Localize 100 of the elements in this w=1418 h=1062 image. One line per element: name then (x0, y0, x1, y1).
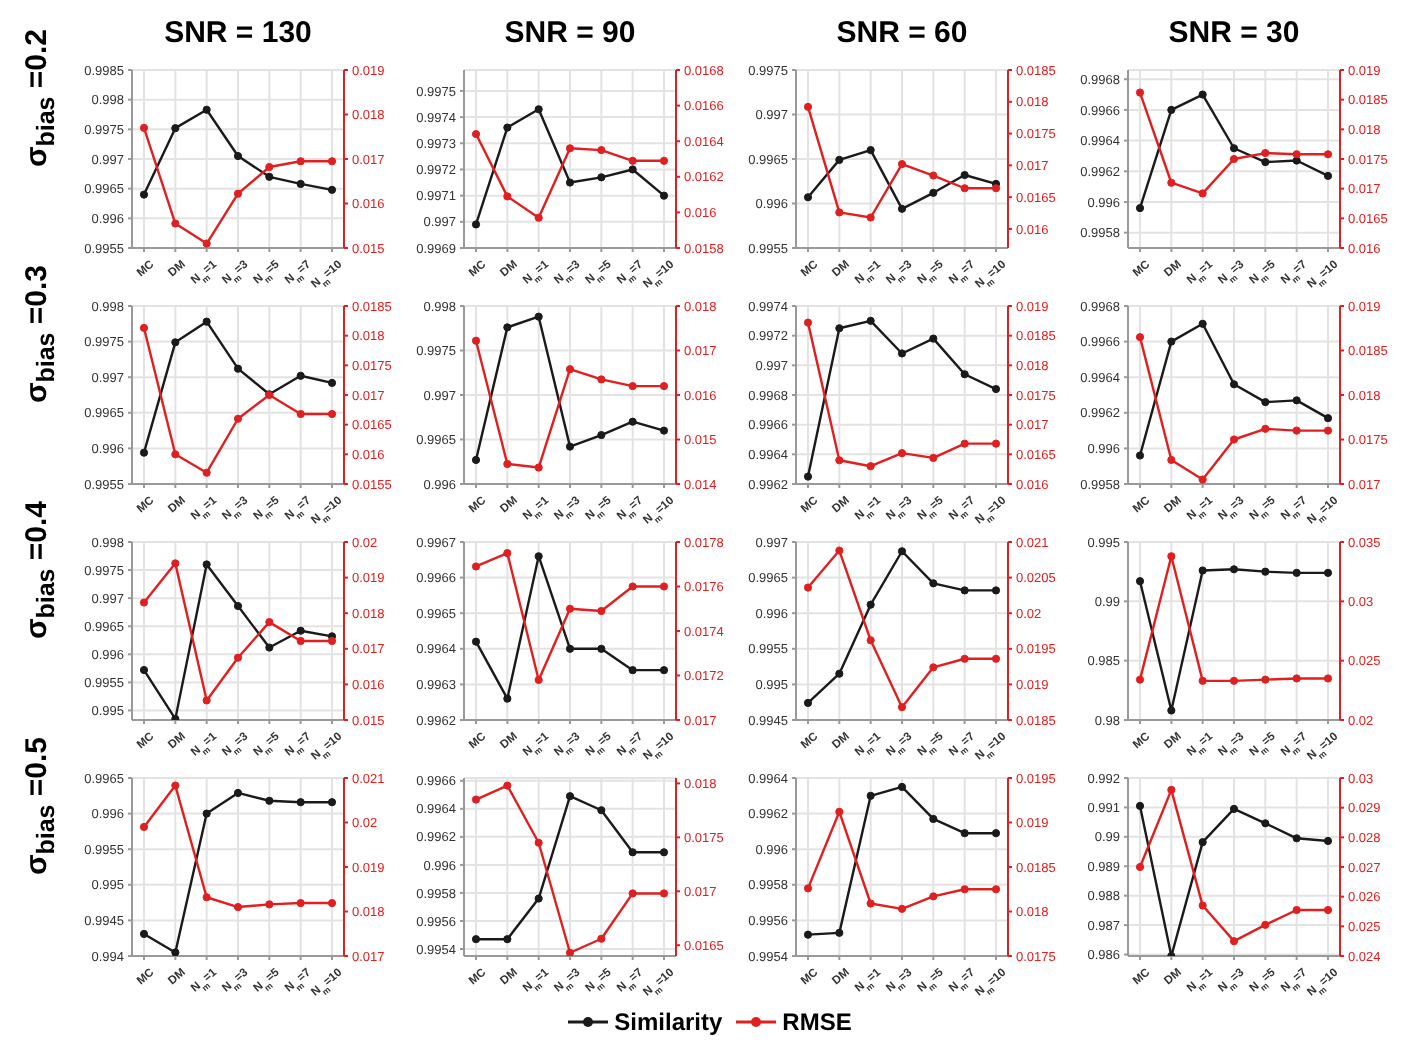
point (929, 579, 938, 588)
point (929, 171, 938, 180)
point (565, 604, 575, 613)
point (265, 643, 274, 652)
point (1229, 154, 1239, 164)
point (835, 208, 844, 217)
point (139, 190, 149, 199)
point (139, 123, 149, 132)
point (202, 105, 211, 114)
point (202, 696, 211, 705)
point (628, 165, 637, 174)
point (1198, 676, 1207, 685)
point (139, 323, 149, 333)
point (960, 829, 969, 838)
point (866, 899, 875, 908)
point (565, 948, 575, 956)
point (866, 791, 875, 800)
point (835, 807, 844, 816)
point (1229, 380, 1239, 389)
point (534, 312, 543, 321)
point (233, 902, 243, 912)
point (1198, 475, 1207, 484)
point (1292, 156, 1301, 165)
point (1135, 577, 1145, 586)
point (597, 934, 606, 943)
point (1198, 566, 1207, 575)
point (296, 798, 305, 807)
point (171, 948, 180, 956)
point (866, 213, 875, 222)
point (1167, 552, 1176, 561)
point (1292, 834, 1301, 843)
point (897, 204, 907, 213)
point (1167, 337, 1176, 346)
point (628, 156, 637, 165)
point (897, 782, 907, 791)
point (565, 178, 575, 187)
point (202, 560, 211, 569)
point (866, 316, 875, 325)
point (471, 795, 481, 804)
point (929, 814, 938, 824)
point (803, 884, 813, 893)
point (327, 898, 337, 908)
point (1292, 674, 1301, 683)
point (803, 318, 813, 327)
point (1261, 424, 1270, 433)
point (265, 162, 274, 172)
point (171, 559, 180, 568)
point (202, 317, 211, 326)
point (1292, 568, 1301, 577)
point (171, 124, 180, 133)
point (897, 904, 907, 913)
point (628, 666, 637, 675)
point (1135, 204, 1145, 213)
point (1323, 150, 1333, 159)
point (1167, 785, 1176, 794)
point (991, 829, 1001, 838)
point (659, 382, 669, 391)
point (929, 892, 938, 901)
point (960, 586, 969, 595)
point (659, 156, 669, 165)
point (503, 323, 512, 332)
point (534, 894, 543, 903)
point (1198, 319, 1207, 328)
point (503, 549, 512, 558)
point (803, 583, 813, 592)
legend-label: RMSE (782, 1008, 852, 1036)
point (1261, 675, 1270, 684)
point (991, 586, 1001, 595)
point (1229, 565, 1239, 574)
point (565, 442, 575, 451)
point (202, 468, 211, 477)
point (1135, 451, 1145, 460)
chart-title: SNR = 90 (502, 16, 638, 50)
legend-label: Similarity (614, 1008, 723, 1036)
point (835, 324, 844, 333)
point (534, 838, 543, 847)
point (327, 798, 337, 807)
point (503, 459, 512, 469)
point (327, 378, 337, 387)
point (1261, 819, 1270, 828)
point (597, 430, 606, 440)
point (471, 455, 481, 465)
point (897, 703, 907, 712)
point (139, 598, 149, 607)
point (897, 159, 907, 169)
point (835, 546, 844, 555)
point (929, 334, 938, 343)
point (1135, 862, 1145, 872)
point (233, 414, 243, 423)
point (1167, 706, 1176, 715)
chart-title: SNR = 130 (162, 16, 314, 50)
point (1323, 905, 1333, 915)
point (265, 618, 274, 627)
point (503, 935, 512, 944)
point (597, 806, 606, 815)
point (659, 582, 669, 591)
point (565, 365, 575, 374)
point (171, 714, 180, 720)
point (565, 144, 575, 153)
point (233, 601, 243, 611)
